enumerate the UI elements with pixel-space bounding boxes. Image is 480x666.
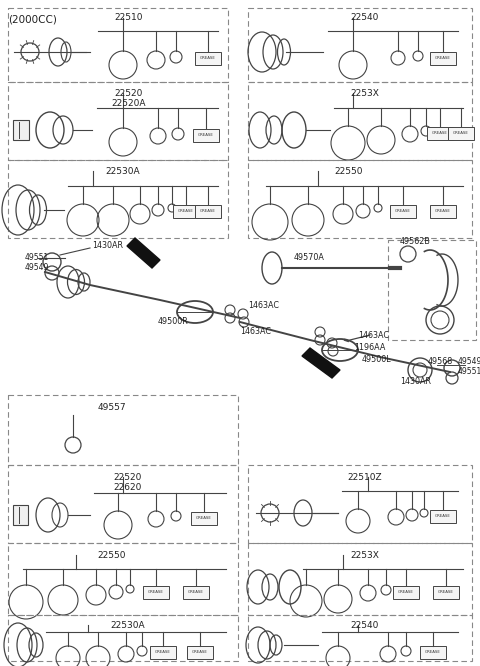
Text: 22520A: 22520A bbox=[112, 99, 146, 107]
Text: 22520: 22520 bbox=[115, 89, 143, 97]
Polygon shape bbox=[302, 348, 340, 378]
Text: GREASE: GREASE bbox=[438, 590, 454, 594]
Text: 22530A: 22530A bbox=[110, 621, 145, 629]
Text: 1463AC: 1463AC bbox=[358, 330, 389, 340]
Text: 22550: 22550 bbox=[97, 551, 126, 559]
Text: GREASE: GREASE bbox=[425, 650, 441, 654]
Text: 49551: 49551 bbox=[25, 254, 49, 262]
FancyBboxPatch shape bbox=[13, 120, 29, 140]
FancyBboxPatch shape bbox=[143, 585, 169, 599]
Text: 49549: 49549 bbox=[25, 264, 49, 272]
Text: GREASE: GREASE bbox=[435, 514, 451, 518]
Text: 1463AC: 1463AC bbox=[240, 328, 271, 336]
Text: GREASE: GREASE bbox=[395, 209, 411, 213]
Text: GREASE: GREASE bbox=[432, 131, 448, 135]
Text: GREASE: GREASE bbox=[200, 209, 216, 213]
FancyBboxPatch shape bbox=[193, 129, 219, 141]
Text: GREASE: GREASE bbox=[198, 133, 214, 137]
Text: 22540: 22540 bbox=[350, 621, 379, 629]
Text: 49557: 49557 bbox=[97, 402, 126, 412]
Text: GREASE: GREASE bbox=[148, 590, 164, 594]
FancyBboxPatch shape bbox=[13, 505, 28, 525]
Text: GREASE: GREASE bbox=[200, 56, 216, 60]
Text: GREASE: GREASE bbox=[178, 209, 194, 213]
Text: 22540: 22540 bbox=[350, 13, 379, 23]
Text: 49551: 49551 bbox=[458, 368, 480, 376]
Text: GREASE: GREASE bbox=[196, 516, 212, 520]
Text: 1463AC: 1463AC bbox=[248, 300, 279, 310]
FancyBboxPatch shape bbox=[187, 645, 213, 659]
Text: GREASE: GREASE bbox=[435, 209, 451, 213]
FancyBboxPatch shape bbox=[195, 51, 221, 65]
Text: 22510: 22510 bbox=[115, 13, 143, 23]
Text: GREASE: GREASE bbox=[398, 590, 414, 594]
FancyBboxPatch shape bbox=[150, 645, 176, 659]
FancyBboxPatch shape bbox=[448, 127, 474, 139]
Text: GREASE: GREASE bbox=[192, 650, 208, 654]
FancyBboxPatch shape bbox=[427, 127, 453, 139]
FancyBboxPatch shape bbox=[183, 585, 209, 599]
Text: 49570A: 49570A bbox=[294, 254, 325, 262]
FancyBboxPatch shape bbox=[390, 204, 416, 218]
Text: 49568: 49568 bbox=[428, 358, 453, 366]
Text: 22520: 22520 bbox=[113, 472, 142, 482]
Text: (2000CC): (2000CC) bbox=[8, 14, 57, 24]
Text: 49562B: 49562B bbox=[400, 238, 431, 246]
Text: 22620: 22620 bbox=[113, 482, 142, 492]
Text: GREASE: GREASE bbox=[155, 650, 171, 654]
Text: 1196AA: 1196AA bbox=[354, 344, 385, 352]
Text: 22550: 22550 bbox=[335, 166, 363, 176]
FancyBboxPatch shape bbox=[430, 204, 456, 218]
FancyBboxPatch shape bbox=[195, 204, 221, 218]
FancyBboxPatch shape bbox=[393, 585, 419, 599]
FancyBboxPatch shape bbox=[191, 511, 217, 525]
Text: GREASE: GREASE bbox=[435, 56, 451, 60]
Text: 49549: 49549 bbox=[458, 358, 480, 366]
Text: 1430AR: 1430AR bbox=[92, 240, 123, 250]
Text: 22530A: 22530A bbox=[105, 166, 140, 176]
FancyBboxPatch shape bbox=[430, 51, 456, 65]
Text: 2253X: 2253X bbox=[350, 551, 379, 559]
Text: 49500R: 49500R bbox=[158, 318, 189, 326]
Text: 22510Z: 22510Z bbox=[347, 472, 382, 482]
FancyBboxPatch shape bbox=[173, 204, 199, 218]
Text: 49500L: 49500L bbox=[362, 356, 392, 364]
Polygon shape bbox=[127, 238, 160, 268]
FancyBboxPatch shape bbox=[433, 585, 459, 599]
Text: GREASE: GREASE bbox=[188, 590, 204, 594]
Text: 2253X: 2253X bbox=[350, 89, 379, 97]
FancyBboxPatch shape bbox=[420, 645, 446, 659]
Text: GREASE: GREASE bbox=[453, 131, 469, 135]
Text: 1430AR: 1430AR bbox=[400, 378, 431, 386]
FancyBboxPatch shape bbox=[430, 509, 456, 523]
